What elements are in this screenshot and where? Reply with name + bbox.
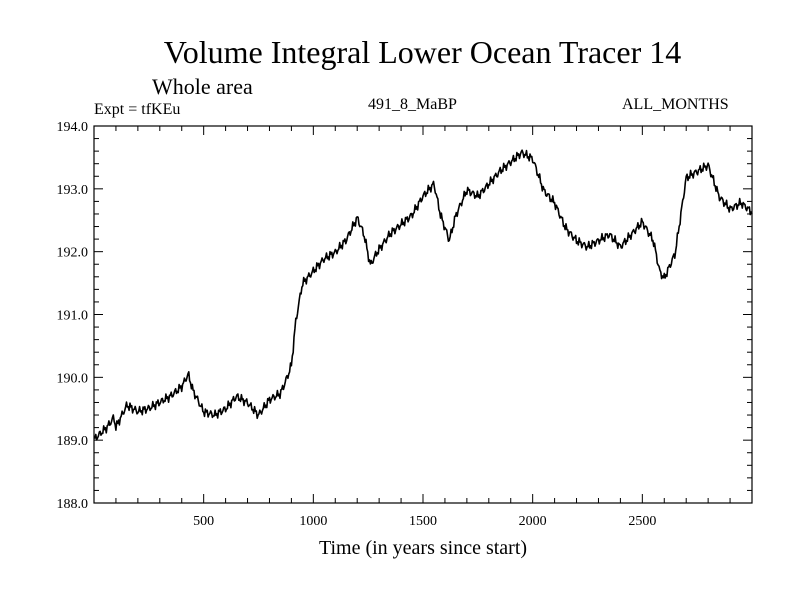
- y-tick-label: 192.0: [57, 246, 89, 261]
- x-tick-label: 2500: [628, 514, 656, 529]
- y-tick-label: 191.0: [57, 309, 89, 324]
- chart-title: Volume Integral Lower Ocean Tracer 14: [163, 34, 682, 70]
- y-tick-label: 194.0: [57, 120, 89, 135]
- x-tick-label: 500: [193, 514, 214, 529]
- y-tick-label: 188.0: [57, 497, 89, 512]
- chart-subtitle: Whole area: [152, 74, 253, 99]
- x-tick-label: 2000: [519, 514, 547, 529]
- series-line: [93, 149, 753, 441]
- axis-ticks: [94, 126, 752, 503]
- x-tick-label: 1500: [409, 514, 437, 529]
- y-tick-label: 190.0: [57, 371, 89, 386]
- period-label: ALL_MONTHS: [622, 96, 729, 113]
- y-tick-label: 189.0: [57, 434, 89, 449]
- experiment-label: Expt = tfKEu: [94, 101, 181, 118]
- run-label: 491_8_MaBP: [368, 96, 457, 113]
- plot-frame: [93, 125, 753, 504]
- x-tick-label: 1000: [299, 514, 327, 529]
- x-axis-label: Time (in years since start): [318, 537, 528, 559]
- axis-tick-labels: 500 1000 1500 2000 2500 188.0 189.0 190.0 191.0 1…: [57, 120, 657, 529]
- y-tick-label: 193.0: [57, 183, 89, 198]
